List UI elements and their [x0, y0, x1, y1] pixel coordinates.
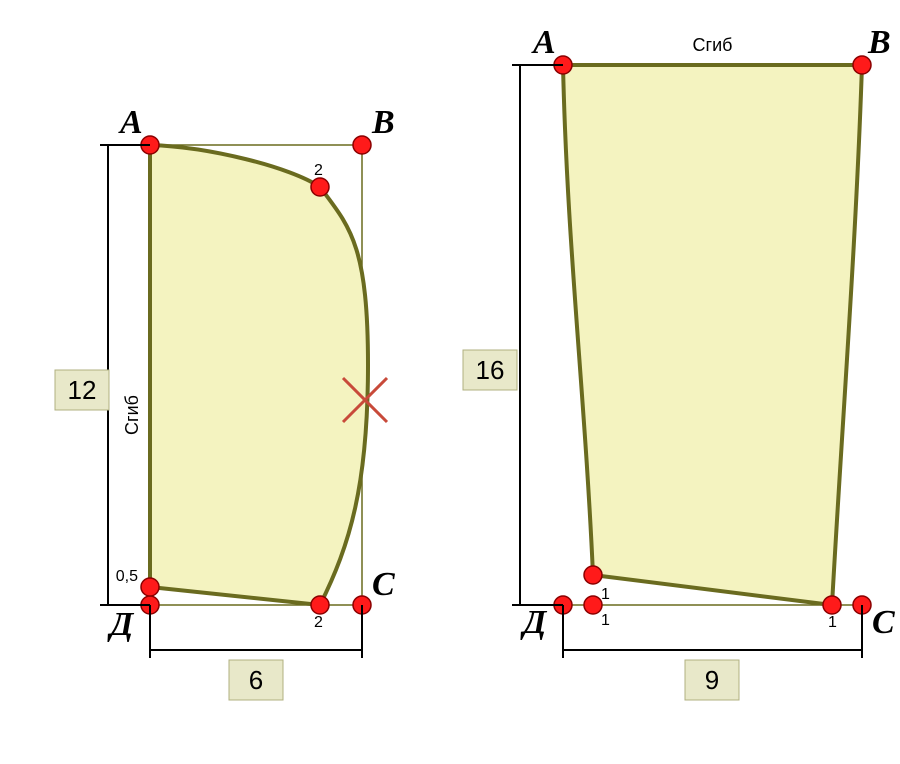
right-label-A: A: [531, 24, 556, 61]
left-offset-B-label: 2: [314, 162, 323, 179]
left-offset-C-label: 2: [314, 614, 323, 631]
left-label-C: C: [372, 566, 395, 603]
left-vertex-D-offset: [141, 578, 159, 596]
right-dim-height-text: 16: [476, 355, 505, 385]
left-pattern-shape: [150, 145, 368, 605]
left-label-A: A: [118, 104, 143, 141]
left-vertex-C-offset: [311, 596, 329, 614]
right-vertex-C-in: [823, 596, 841, 614]
right-offset-Din-label: 1: [601, 612, 610, 629]
right-label-D: Д: [520, 604, 548, 641]
right-offset-Dup-label: 1: [601, 586, 610, 603]
left-label-B: B: [371, 104, 395, 141]
right-label-C: C: [872, 604, 895, 641]
right-dim-width-text: 9: [705, 665, 719, 695]
right-vertex-D-up: [584, 566, 602, 584]
left-offset-D-label: 0,5: [116, 568, 138, 585]
right-fold-label: Сгиб: [693, 35, 733, 55]
left-vertex-B-offset: [311, 178, 329, 196]
right-label-B: B: [867, 24, 891, 61]
left-vertex-B: [353, 136, 371, 154]
left-fold-label: Сгиб: [122, 395, 142, 435]
left-dim-height-text: 12: [68, 375, 97, 405]
left-label-D: Д: [107, 606, 135, 643]
right-vertex-D-in: [584, 596, 602, 614]
left-dim-width-text: 6: [249, 665, 263, 695]
right-offset-Cin-label: 1: [828, 614, 837, 631]
right-pattern-shape: [563, 65, 862, 605]
